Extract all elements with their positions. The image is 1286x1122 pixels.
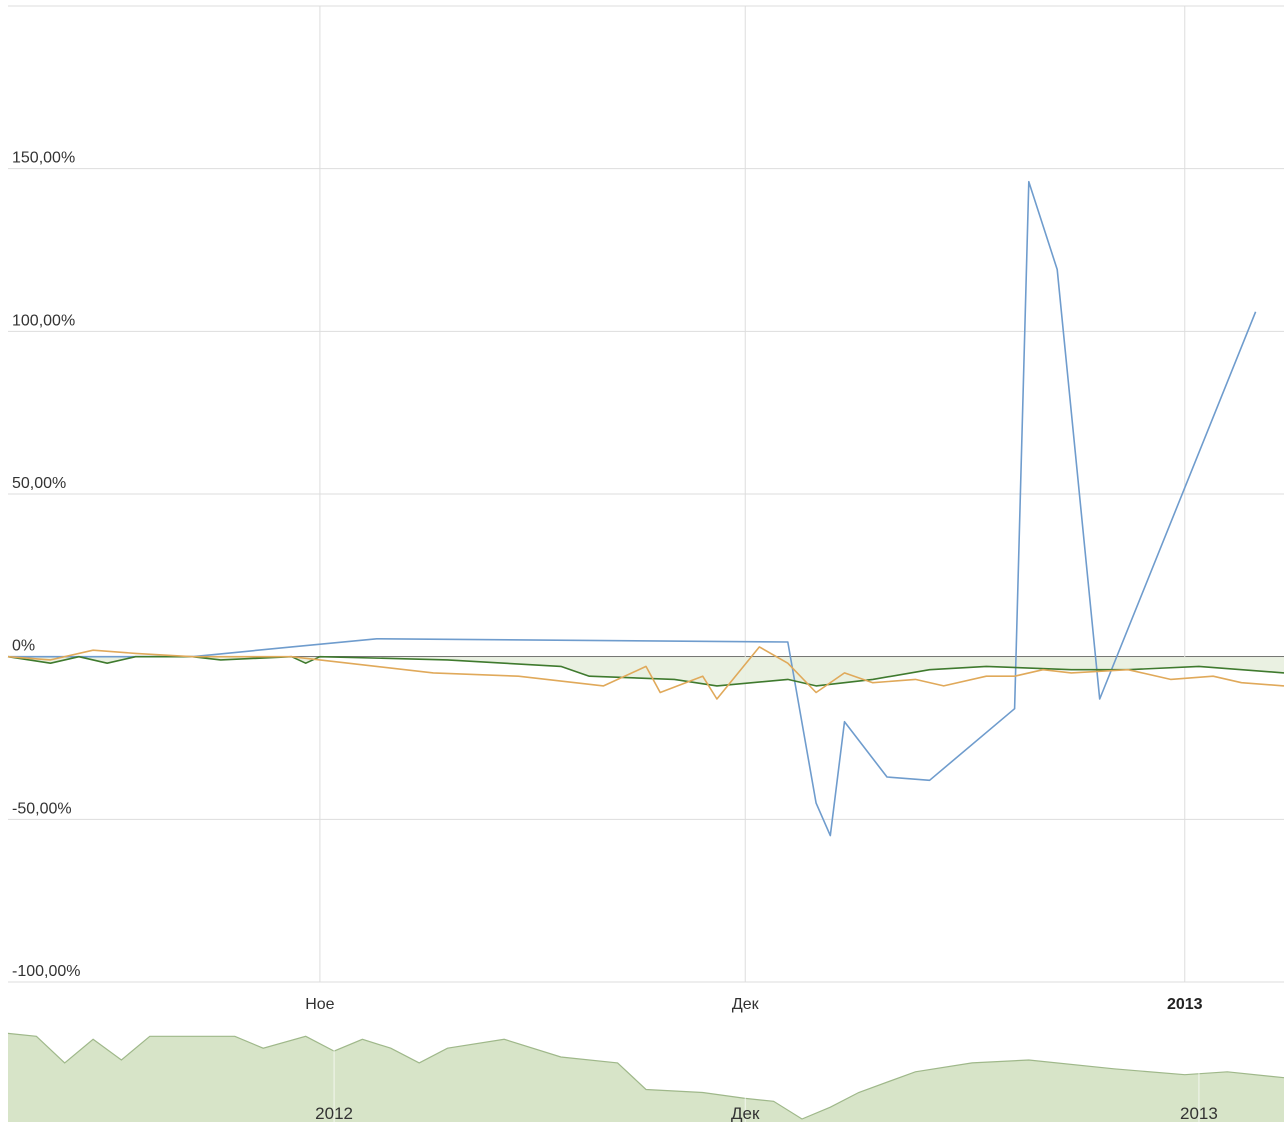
y-tick-label: 50,00% (12, 475, 66, 492)
series-line-1[interactable] (8, 180, 1257, 837)
x-tick-label: Дек (732, 996, 760, 1013)
series-line-3[interactable] (7, 646, 1285, 700)
y-tick-label: 150,00% (12, 150, 75, 167)
navigator-label: Дек (731, 1104, 760, 1122)
y-axis: 150,00% 100,00% 50,00% 0% -50,00% -100,00% (12, 150, 81, 980)
series-line-2[interactable] (7, 655, 1285, 687)
navigator-line (7, 1032, 1285, 1120)
series-area-fill (8, 656, 1284, 686)
x-axis: Ное Дек 2013 (305, 996, 1202, 1013)
navigator-label: 2013 (1180, 1104, 1218, 1122)
y-tick-label: 100,00% (12, 312, 75, 329)
navigator-label: 2012 (315, 1104, 353, 1122)
x-tick-label: Ное (305, 996, 334, 1013)
grid (8, 5, 1284, 983)
plot-area[interactable] (7, 180, 1285, 837)
navigator-area[interactable] (8, 1033, 1284, 1122)
range-navigator[interactable]: 2012 Дек 2013 (7, 1026, 1285, 1122)
x-tick-label: 2013 (1167, 996, 1203, 1013)
y-tick-label: -50,00% (12, 800, 72, 817)
y-tick-label: -100,00% (12, 963, 81, 980)
y-tick-label: 0% (12, 638, 35, 655)
